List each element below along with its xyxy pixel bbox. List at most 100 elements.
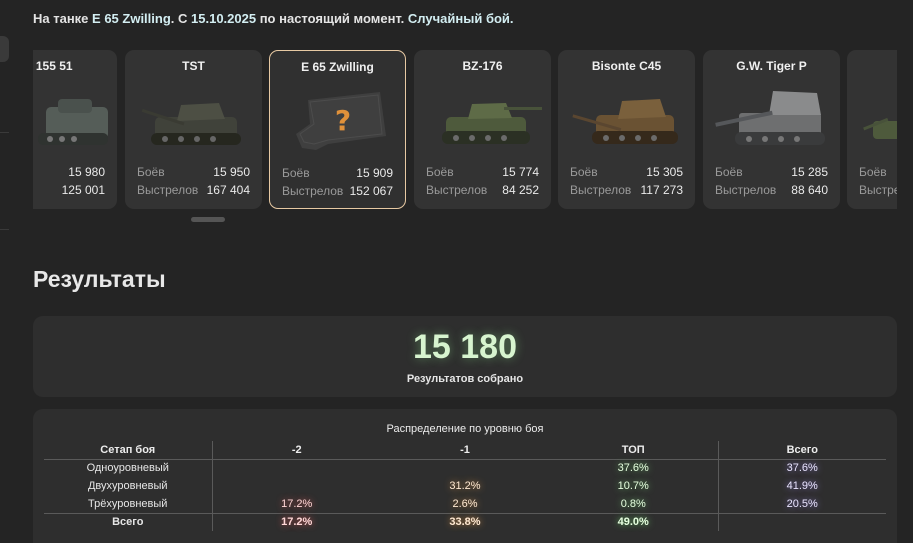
battles-label: Боёв	[570, 165, 598, 179]
tank-card-name: G.W. Tiger P	[736, 59, 807, 73]
shots-row: Выстре	[859, 183, 897, 198]
battles-label: Боёв	[137, 165, 165, 179]
column-header-total: Всего	[717, 441, 886, 459]
cell-minus2: 17.2%	[211, 513, 381, 531]
cell-minus1	[381, 459, 549, 477]
cell-minus2: 17.2%	[211, 495, 381, 513]
header-prefix: На танке	[33, 11, 93, 26]
table-total-row: Всего 17.2% 33.8% 49.0%	[44, 513, 886, 531]
cell-top: 37.6%	[617, 462, 649, 475]
distribution-title: Распределение по уровню боя	[386, 423, 544, 435]
tank-card[interactable]: т. 155 51 15 980 ов 125 001	[33, 50, 117, 209]
tank-card-name: т. 155 51	[33, 59, 73, 73]
tank-card-name: E 65 Zwilling	[301, 60, 374, 74]
tank-card[interactable]: Боёв Выстре	[847, 50, 897, 209]
distribution-table: Сетап боя -2 -1 ТОП Всего Одноуровневый …	[44, 441, 886, 531]
shots-row: ов 125 001	[33, 183, 105, 198]
tank-card-name: TST	[182, 59, 205, 73]
sidebar-divider	[0, 229, 9, 230]
shots-value: 117 273	[640, 183, 684, 197]
unknown-tank-icon: ?	[296, 92, 386, 150]
battles-label: Боёв	[859, 165, 887, 179]
header-battle-mode: Случайный бой.	[407, 11, 514, 26]
tank-card[interactable]: TST Боёв 15 950 Выстрелов 167 404	[125, 50, 262, 209]
header-date: 15.10.2025	[191, 11, 257, 26]
battles-label: Боёв	[426, 165, 454, 179]
shots-label: Выстрелов	[282, 184, 344, 198]
shots-row: Выстрелов 117 273	[570, 183, 683, 198]
row-name: Всего	[112, 516, 144, 529]
battles-row: Боёв	[859, 165, 897, 180]
shots-label: Выстрелов	[426, 183, 488, 197]
shots-row: Выстрелов 84 252	[426, 183, 539, 198]
battles-row: Боёв 15 950	[137, 165, 250, 180]
svg-text:?: ?	[335, 104, 351, 137]
results-summary: 15 180 Результатов собрано	[33, 316, 897, 397]
battles-value: 15 950	[213, 165, 250, 179]
battles-label: Боёв	[282, 166, 310, 180]
header-tank-name: E 65 Zwilling	[92, 11, 171, 26]
table-row: Двухуровневый 31.2% 10.7% 41.9%	[44, 477, 886, 495]
shots-row: Выстрелов 167 404	[137, 183, 250, 198]
tank-card-selected[interactable]: E 65 Zwilling ? Боёв 15 909 Выстрелов 15…	[269, 50, 406, 209]
battles-row: Боёв 15 285	[715, 165, 828, 180]
cell-minus2	[211, 477, 381, 495]
header-middle: . С	[170, 11, 192, 26]
row-name: Трёхуровневый	[88, 497, 168, 510]
shots-value: 167 404	[206, 183, 250, 197]
tank-carousel[interactable]: т. 155 51 15 980 ов 125 001 TST Боёв 15 …	[33, 49, 897, 211]
artillery-icon	[715, 91, 825, 145]
table-header-row: Сетап боя -2 -1 ТОП Всего	[44, 441, 886, 459]
tank-icon	[442, 103, 542, 144]
tank-card-name: BZ-176	[462, 59, 503, 73]
tank-card[interactable]: G.W. Tiger P Боёв 15 285 Выстрелов 88 64…	[703, 50, 840, 209]
row-name: Двухуровневый	[87, 480, 168, 492]
battles-row: Боёв 15 774	[426, 165, 539, 180]
distribution-panel: Распределение по уровню боя Сетап боя -2…	[33, 409, 897, 543]
cell-total: 37.6%	[717, 459, 886, 477]
battles-row: 15 980	[33, 165, 105, 180]
battles-value: 15 980	[68, 165, 105, 179]
sidebar-edge-tab[interactable]	[0, 36, 9, 62]
cell-minus1: 33.8%	[449, 516, 481, 529]
tank-card[interactable]: Bisonte C45 Боёв 15 305 Выстрелов 117 27…	[558, 50, 695, 209]
tank-card[interactable]: BZ-176 Боёв 15 774 Выстрелов 84 252	[414, 50, 551, 209]
column-header-setup: Сетап боя	[100, 443, 156, 456]
battles-row: Боёв 15 305	[570, 165, 683, 180]
battles-label: Боёв	[715, 165, 743, 179]
shots-label: Выстрелов	[715, 183, 777, 197]
results-heading: Результаты	[33, 266, 166, 292]
column-header-minus2: -2	[211, 441, 381, 459]
cell-total	[717, 513, 886, 531]
cell-top: 0.8%	[620, 497, 646, 510]
shots-label: Выстре	[859, 183, 897, 197]
shots-value: 152 067	[349, 184, 393, 198]
shots-label: Выстрелов	[137, 183, 199, 197]
cell-top: 10.7%	[617, 480, 649, 492]
tank-icon	[141, 103, 241, 145]
shots-value: 125 001	[61, 183, 105, 197]
tank-card-name: Bisonte C45	[591, 59, 662, 73]
column-header-top: ТОП	[621, 443, 645, 456]
shots-value: 84 252	[502, 183, 539, 197]
shots-label: Выстрелов	[570, 183, 632, 197]
battles-value: 15 285	[791, 165, 828, 179]
cell-minus1: 31.2%	[449, 480, 481, 492]
cell-minus1: 2.6%	[452, 497, 478, 510]
table-row: Одноуровневый 37.6% 37.6%	[44, 459, 886, 477]
shots-row: Выстрелов 88 640	[715, 183, 828, 198]
cell-minus2	[211, 459, 381, 477]
cell-total: 41.9%	[717, 477, 886, 495]
table-row: Трёхуровневый 17.2% 2.6% 0.8% 20.5%	[44, 495, 886, 513]
carousel-scrollbar[interactable]	[191, 217, 225, 222]
tank-icon	[863, 117, 897, 139]
shots-value: 88 640	[791, 183, 828, 197]
page-header: На танке E 65 Zwilling. С 15.10.2025 по …	[33, 11, 514, 26]
row-name: Одноуровневый	[86, 462, 169, 475]
tank-icon	[38, 99, 108, 145]
results-count: 15 180	[413, 328, 517, 366]
battles-row: Боёв 15 909	[282, 166, 393, 181]
cell-total: 20.5%	[717, 495, 886, 513]
battles-value: 15 909	[356, 166, 393, 180]
battles-value: 15 774	[502, 165, 539, 179]
